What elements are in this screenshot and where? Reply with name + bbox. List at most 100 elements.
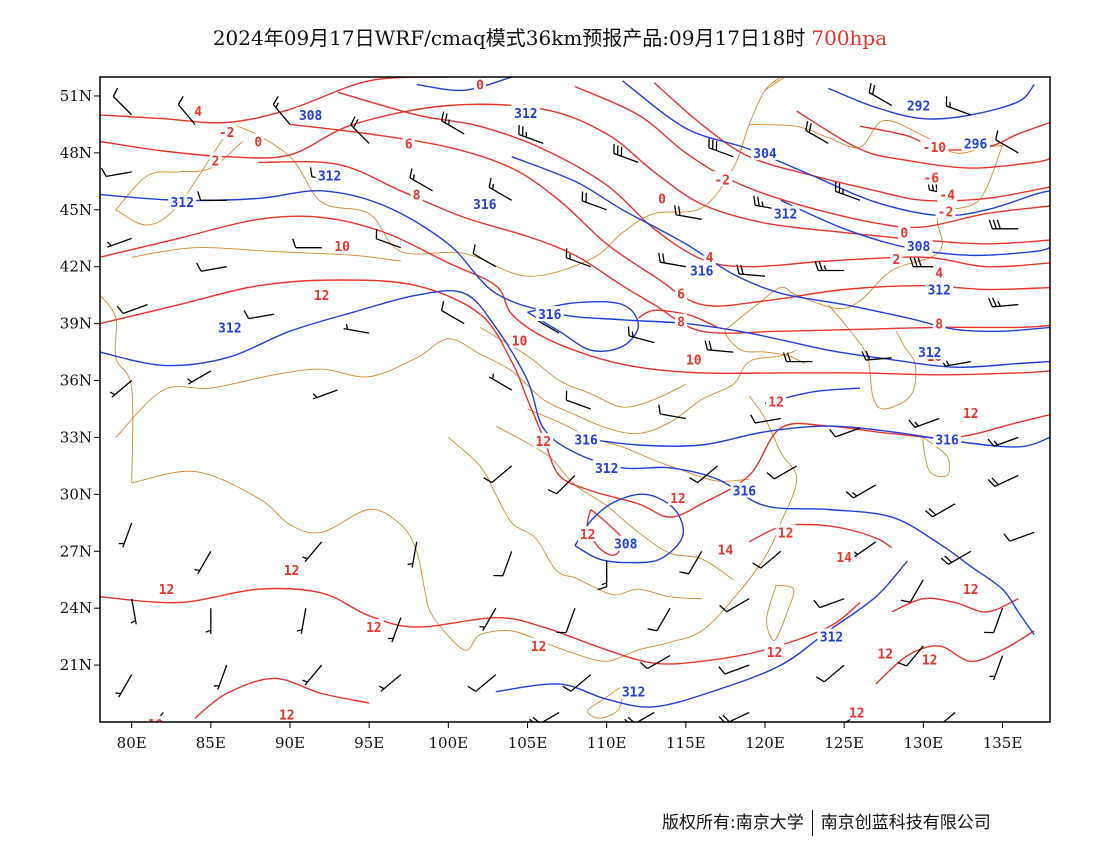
wind-barb-staff [441,310,465,325]
wind-barb-staff [248,313,275,320]
x-tick-label: 85E [196,734,226,752]
wind-barb-feather [708,138,710,148]
wind-barb-feather [924,510,933,518]
wind-barb-feather [409,168,413,178]
wind-barb-staff [865,357,892,361]
wind-barb-feather [197,191,202,201]
wind-barb [613,144,639,164]
province-border [447,437,702,600]
contour-label-bg [156,581,177,597]
wind-barb [597,560,608,591]
contour-label-bg [511,105,540,120]
wind-barb-feather [815,676,825,683]
wind-barb-staff [835,190,861,201]
wind-barb-feather [177,96,184,105]
contour-label-bg [474,77,486,92]
height-contour-label: 316 [574,433,598,448]
wind-barb-feather [101,167,107,177]
wind-barb-feather [917,257,922,267]
wind-barb [213,664,228,690]
y-tick-label: 27N [60,542,92,560]
wind-barb-feather [647,628,658,632]
wind-barb-staff [739,273,766,277]
province-border [527,408,750,482]
wind-barb-staff [376,238,402,249]
wind-barb-staff [868,91,893,107]
wind-barb-feather [805,120,809,131]
wind-barb-feather [556,631,567,634]
wind-barb [409,168,433,192]
wind-barb-staff [502,551,513,576]
x-tick-label: 105E [508,734,548,752]
wind-barb-feather [627,326,630,336]
temperature-contour [100,279,1050,518]
wind-barb [292,238,322,249]
wind-barb-half-feather [387,637,394,640]
wind-barb-feather [995,130,999,141]
wind-barb-staff [760,550,782,569]
contour-label-bg [619,683,648,699]
temperature-contour [100,587,861,665]
wind-barb-feather [444,113,448,124]
y-tick-label: 42N [60,258,92,276]
wind-barb [900,579,924,603]
wind-barb-feather [529,718,538,722]
height-contour-label: 296 [964,137,988,152]
wind-barb [205,608,212,635]
contour-label-bg [276,706,297,722]
wind-barb-feather [488,177,492,188]
temperature-contour-label: 12 [778,526,794,541]
height-contour [511,156,1050,333]
wind-barb-staff [187,370,212,385]
contour-label-bg [577,526,598,542]
wind-barb [547,474,576,495]
wind-barb [627,326,655,344]
wind-barb [187,370,212,385]
wind-barb-half-feather [106,241,112,247]
contour-label-bg [509,332,530,348]
temperature-contour-label: 2 [212,155,220,170]
y-tick-label: 30N [60,485,92,503]
wind-barb-half-feather [914,421,920,427]
wind-barb [805,120,829,144]
wind-barb-feather [786,352,792,362]
wind-barb [302,664,323,686]
wind-barb-feather [441,301,445,311]
height-contour-label: 316 [473,198,497,213]
wind-barb [272,96,291,125]
height-contour [100,289,1035,636]
temperature-contours-layer [100,77,1050,719]
wind-barb-feather [518,125,520,135]
wind-barb [407,541,418,568]
temperature-contour-label: 6 [405,137,413,152]
x-tick-label: 95E [354,734,384,752]
wind-barb [387,617,402,643]
height-contour-label: 312 [595,462,618,477]
wind-barb-feather [585,192,587,203]
wind-barb [146,712,164,722]
axes-layer: 80E 85E 90E 95E 100E 105E 110E 115E 120E 125E 130E… [60,87,1023,752]
wind-barb-staff [660,261,686,268]
wind-barb [750,414,781,424]
wind-barb [350,116,370,144]
wind-barb-half-feather [302,556,308,560]
contour-label-bg [898,224,911,240]
temperature-contour-label: 8 [677,316,685,331]
contour-label-bg [937,186,958,202]
height-contours-layer [100,77,1050,708]
wind-barb-feather [718,716,727,722]
wind-barb-staff [565,607,576,633]
wind-barb-staff [932,503,956,518]
province-border [827,304,917,410]
y-tick-label: 36N [60,372,92,390]
wind-barb-staff [992,303,1019,308]
wind-barb [988,219,1019,230]
wind-barb-feather [620,146,623,157]
wind-barb [101,167,132,178]
wind-barb [658,404,686,420]
wind-barb [118,522,133,548]
wind-barb-feather [987,438,995,447]
wind-barb-feather [872,85,876,95]
wind-barb-half-feather [631,331,634,337]
wind-barb-half-feather [949,101,951,108]
